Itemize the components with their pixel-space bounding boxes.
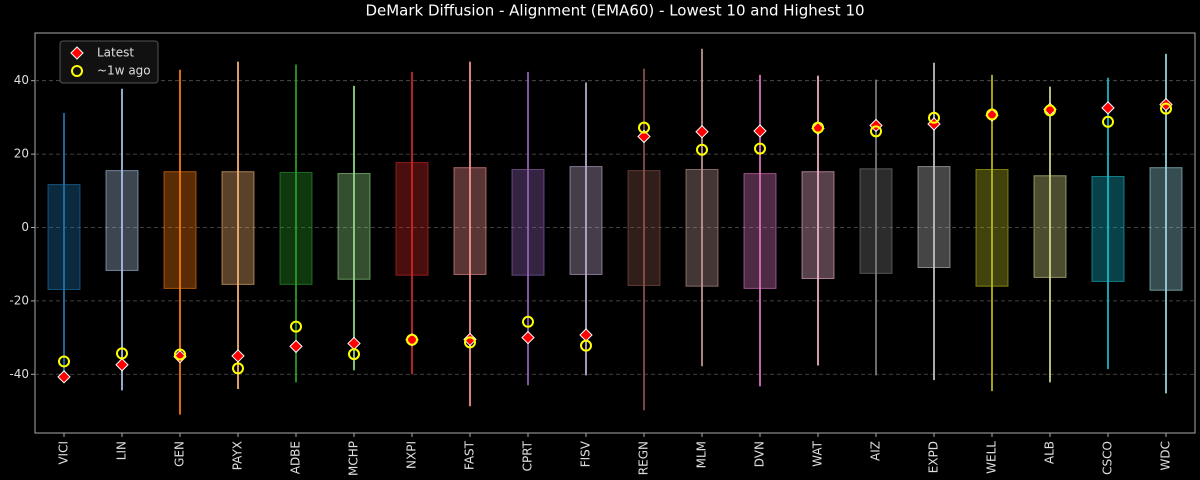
x-tick-label: PAYX (231, 441, 245, 470)
week-ago-marker (348, 348, 360, 361)
week-ago-marker (638, 121, 650, 134)
y-tick-label: 40 (14, 73, 29, 87)
x-tick-label: CPRT (521, 440, 535, 471)
latest-marker (695, 125, 709, 139)
box (859, 168, 893, 274)
box (279, 171, 313, 285)
latest-marker (1101, 101, 1115, 115)
week-ago-marker (522, 315, 534, 328)
week-ago-marker (754, 142, 766, 155)
x-tick-label: REGN (637, 441, 651, 475)
week-ago-marker (116, 347, 128, 360)
plot-frame (34, 32, 1196, 434)
box (975, 169, 1009, 287)
week-ago-marker (812, 121, 824, 134)
week-ago-marker (1102, 115, 1114, 128)
legend: Latest ~1w ago (59, 40, 159, 84)
box (47, 184, 81, 291)
week-ago-marker (986, 108, 998, 121)
box (337, 173, 371, 280)
box (569, 166, 603, 275)
y-tick-label: 20 (14, 147, 29, 161)
x-tick-label: VICI (57, 441, 71, 465)
week-ago-marker (464, 336, 476, 349)
legend-box (59, 40, 159, 84)
x-tick-label: WDC (1159, 441, 1173, 470)
box (221, 171, 255, 285)
x-tick-label: ADBE (289, 441, 303, 474)
latest-marker (231, 349, 245, 363)
box (163, 171, 197, 289)
latest-marker (57, 370, 71, 384)
week-ago-marker (290, 320, 302, 333)
x-tick-label: MCHP (347, 441, 361, 476)
y-tick-label: -40 (9, 367, 29, 381)
y-tick-label: -20 (9, 293, 29, 307)
latest-marker (115, 358, 129, 372)
x-tick-label: GEN (173, 441, 187, 467)
box (1149, 167, 1183, 291)
legend-marker (71, 65, 83, 77)
week-ago-marker (928, 111, 940, 124)
box (105, 170, 139, 271)
x-tick-label: CSCO (1101, 441, 1115, 475)
box (743, 173, 777, 289)
x-tick-label: FISV (579, 440, 593, 467)
x-tick-label: MLM (695, 441, 709, 468)
x-tick-label: DVN (753, 441, 767, 467)
x-tick-label: ALB (1043, 441, 1057, 464)
x-tick-label: AIZ (869, 441, 883, 461)
x-tick-label: WAT (811, 440, 825, 466)
legend-label: Latest (97, 46, 134, 60)
box (627, 170, 661, 286)
x-tick-label: FAST (463, 440, 477, 470)
week-ago-marker (58, 355, 70, 368)
week-ago-marker (174, 348, 186, 361)
week-ago-marker (232, 362, 244, 375)
box (1091, 175, 1125, 282)
legend-label: ~1w ago (97, 64, 151, 78)
latest-marker (637, 129, 651, 144)
week-ago-marker (696, 143, 708, 156)
box (511, 169, 545, 276)
latest-marker (463, 332, 477, 347)
box (685, 169, 719, 287)
box (917, 166, 951, 268)
x-tick-label: WELL (985, 441, 999, 474)
box (395, 162, 429, 276)
box (801, 171, 835, 280)
latest-marker (289, 339, 303, 354)
week-ago-marker (1160, 102, 1172, 115)
y-tick-label: 0 (21, 220, 29, 234)
week-ago-marker (870, 125, 882, 138)
box (453, 167, 487, 275)
latest-marker (521, 330, 535, 345)
x-tick-label: NXPI (405, 441, 419, 469)
week-ago-marker (580, 339, 592, 352)
legend-marker (70, 46, 84, 60)
week-ago-marker (1044, 104, 1056, 117)
x-tick-label: EXPD (927, 441, 941, 473)
x-tick-label: LIN (115, 441, 129, 460)
latest-marker (753, 124, 767, 138)
chart-title: DeMark Diffusion - Alignment (EMA60) - L… (365, 2, 864, 20)
box (1033, 175, 1067, 278)
week-ago-marker (406, 333, 418, 346)
